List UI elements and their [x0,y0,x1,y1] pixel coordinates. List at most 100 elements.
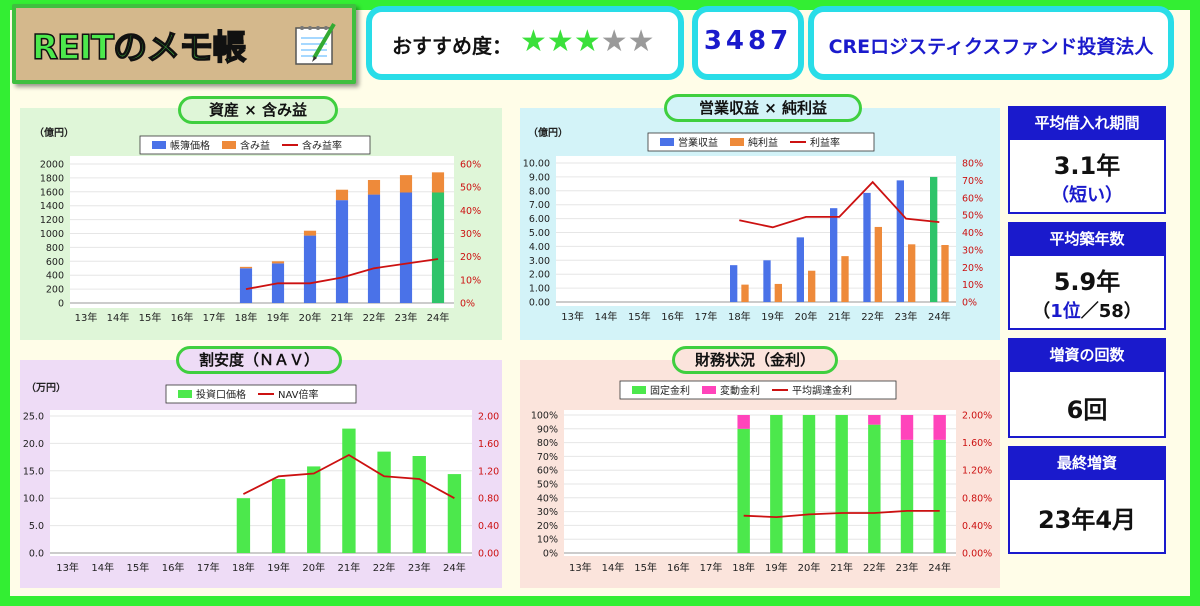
series-line [739,180,940,229]
bar [737,428,750,553]
x-tick-label: 24年 [427,311,450,324]
bar [307,466,321,553]
legend-swatch [222,141,236,149]
y2-tick-label: 20% [962,263,983,274]
bar [874,226,882,302]
x-tick-label: 13年 [569,561,592,574]
y-tick-label: 25.0 [23,412,44,423]
x-tick-label: 21年 [331,311,354,324]
building-age-value: 5.9年 [1053,268,1121,296]
bar [236,498,251,553]
bar [763,260,771,302]
x-tick-label: 22年 [363,311,386,324]
x-tick-label: 14年 [91,561,114,574]
logo-text: REITのメモ帳 [31,27,247,69]
bar [741,284,749,302]
unit-label: （万円） [26,381,66,394]
star-filled-icon: ★ [546,24,574,59]
y-tick-label: 600 [46,257,64,268]
legend-box [139,135,371,155]
x-tick-label: 21年 [338,561,361,574]
notepad-icon [295,22,336,65]
plot-area [70,156,454,308]
borrow-period-note: （短い） [1051,185,1123,206]
y-tick-label: 15.0 [23,466,44,477]
nav-chart-panel: （万円） 投資口価格 NAV倍率 0.0 5.0 10.0 15.0 20.0 25.0 0.00… [20,360,502,588]
star-filled-icon: ★ [520,24,547,59]
y2-tick-label: 0.00% [962,549,992,560]
y2-tick-label: 0.40% [962,521,992,532]
legend-swatch [632,386,646,394]
bar [399,175,413,193]
bar [367,194,381,303]
revenue-chart-panel: （億円） 営業収益 純利益 利益率 0.00 1.00 2.00 3.00 4.00 5.00 6.… [520,108,1000,340]
y-tick-label: 7.00 [529,200,550,211]
bar [239,268,253,303]
finance-chart-title: 財務状況（金利） [672,346,838,374]
bar [239,266,253,269]
y2-tick-label: 2.00% [962,411,992,422]
x-tick-label: 20年 [795,310,818,323]
x-tick-label: 17年 [197,561,220,574]
x-tick-label: 18年 [728,310,751,323]
series-line [245,258,439,290]
borrow-period-value: 3.1年 [1053,152,1121,180]
bar [431,172,445,193]
y2-tick-label: 0% [460,299,475,310]
asset-chart: （億円） 帳簿価格 含み益 含み益率 0 200 400 600 800 1000 1200 1400… [34,126,481,324]
y-tick-label: 60% [537,466,558,477]
bar [335,189,349,201]
bar [830,208,838,302]
legend-swatch [730,138,744,146]
y-tick-label: 40% [537,493,558,504]
y2-tick-label: 0.00 [478,549,499,560]
bar [399,192,413,303]
reit-name-box: CREロジスティクスファンド投資法人 [808,6,1174,80]
x-tick-label: 14年 [602,561,625,574]
y2-tick-label: 1.60% [962,438,992,449]
y2-tick-label: 50% [962,211,983,222]
x-tick-label: 21年 [828,310,851,323]
last-increase-value: 23年4月 [1037,506,1137,534]
y2-tick-label: 0.80% [962,493,992,504]
asset-chart-panel: （億円） 帳簿価格 含み益 含み益率 0 200 400 600 800 1000 1200 1400… [20,108,502,340]
x-tick-label: 16年 [661,310,684,323]
bar [796,237,804,302]
x-tick-label: 21年 [830,561,853,574]
unit-label: （億円） [528,126,568,139]
y2-tick-label: 70% [962,176,983,187]
bar [367,179,381,195]
x-tick-label: 24年 [928,561,951,574]
y-tick-label: 200 [46,285,64,296]
x-tick-label: 22年 [863,561,886,574]
legend: 営業収益 純利益 利益率 [647,132,875,152]
x-tick-label: 18年 [235,311,258,324]
y-tick-label: 6.00 [529,214,550,225]
bar [737,415,750,429]
legend: 帳簿価格 含み益 含み益率 [139,135,371,155]
building-age-rank: 1位 [1050,301,1081,322]
y2-tick-label: 50% [460,183,481,194]
x-tick-label: 14年 [107,311,130,324]
y2-tick-label: 10% [962,280,983,291]
y-tick-label: 3.00 [529,256,550,267]
y-tick-label: 2.00 [529,270,550,281]
y-tick-label: 0% [543,549,558,560]
last-increase-label: 最終増資 [1008,446,1166,480]
x-tick-label: 19年 [267,311,290,324]
y-tick-label: 2000 [40,160,64,171]
building-age-label: 平均築年数 [1008,222,1166,256]
legend-swatch [660,138,674,146]
bar [412,456,426,553]
revenue-chart-title: 営業収益 × 純利益 [664,94,862,122]
x-tick-label: 19年 [765,561,788,574]
y-tick-label: 20% [537,521,558,532]
rating-label: おすすめ度： [392,34,512,58]
x-tick-label: 22年 [373,561,396,574]
legend-swatch [178,390,192,398]
reit-name: CREロジスティクスファンド投資法人 [828,36,1154,58]
y-tick-label: 800 [46,243,64,254]
bar [774,283,782,302]
bar [841,256,849,302]
bar [271,261,285,264]
